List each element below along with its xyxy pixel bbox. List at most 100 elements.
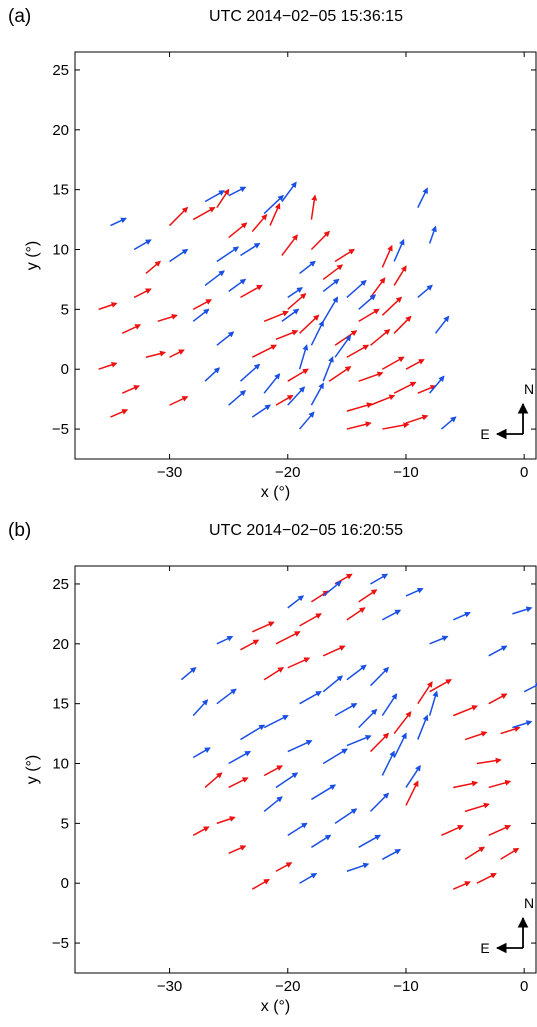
vector-arrow-blue bbox=[488, 645, 508, 657]
vector-arrow-blue bbox=[216, 331, 235, 346]
vector-arrow-blue bbox=[228, 389, 247, 406]
vector-arrow-blue bbox=[204, 270, 225, 287]
vector-arrow-blue bbox=[429, 635, 449, 645]
compass-east-label: E bbox=[480, 940, 489, 956]
vector-arrow-blue bbox=[346, 862, 370, 872]
vector-arrow-blue bbox=[381, 849, 402, 860]
vector-arrow-red bbox=[358, 371, 384, 382]
vector-arrow-blue bbox=[417, 714, 429, 740]
vector-arrow-red bbox=[310, 230, 330, 251]
vector-plot: −30 −20 −10 0 −5 0 5 10 15 20 25 x (°) y (°) N E bbox=[24, 51, 537, 501]
vector-arrow-red bbox=[488, 779, 512, 789]
y-tick-label: 25 bbox=[52, 62, 69, 79]
vector-plot: −30 −20 −10 0 −5 0 5 10 15 20 25 x (°) y (°) N E bbox=[24, 565, 537, 1015]
vector-arrow-red bbox=[488, 693, 508, 705]
vector-arrow-red bbox=[500, 726, 521, 735]
vector-arrow-red bbox=[98, 361, 118, 370]
vector-arrow-blue bbox=[110, 217, 127, 227]
vector-arrow-red bbox=[251, 213, 268, 233]
vector-arrow-blue bbox=[322, 356, 334, 382]
vector-arrow-red bbox=[322, 645, 346, 657]
x-tick-label: −20 bbox=[275, 464, 300, 481]
vector-arrow-blue bbox=[322, 580, 342, 597]
vector-arrow-red bbox=[228, 845, 247, 854]
x-tick-label: −30 bbox=[157, 464, 182, 481]
y-axis-label: y (°) bbox=[24, 241, 41, 271]
vector-arrow-red bbox=[452, 881, 471, 890]
vector-arrow-red bbox=[405, 414, 429, 424]
vector-arrow-blue bbox=[405, 587, 424, 597]
vector-arrow-blue bbox=[299, 260, 316, 275]
vector-arrow-red bbox=[133, 288, 152, 299]
vector-arrow-red bbox=[476, 757, 502, 765]
compass-north-label: N bbox=[524, 895, 534, 911]
vector-arrow-blue bbox=[381, 609, 402, 621]
y-tick-label: 0 bbox=[61, 361, 69, 378]
compass-north-label: N bbox=[524, 381, 534, 397]
vector-arrow-blue bbox=[310, 382, 324, 406]
vector-arrow-red bbox=[417, 385, 437, 394]
vector-arrow-blue bbox=[523, 682, 537, 693]
vector-arrow-blue bbox=[417, 187, 428, 208]
vector-arrow-blue bbox=[369, 792, 390, 812]
vector-arrow-red bbox=[381, 244, 393, 268]
vector-arrow-red bbox=[334, 248, 355, 263]
vector-arrow-red bbox=[98, 302, 118, 311]
vector-arrow-red bbox=[299, 314, 320, 334]
vector-arrow-blue bbox=[287, 595, 305, 609]
y-tick-label: 10 bbox=[52, 242, 69, 259]
vector-arrow-blue bbox=[358, 294, 377, 310]
vector-arrow-red bbox=[369, 277, 386, 298]
vector-arrow-blue bbox=[298, 344, 309, 370]
vector-arrow-blue bbox=[322, 278, 340, 293]
vector-arrow-red bbox=[192, 826, 210, 836]
y-tick-label: 10 bbox=[52, 756, 69, 773]
vector-arrow-blue bbox=[393, 238, 405, 262]
vector-arrow-red bbox=[110, 409, 129, 418]
vector-arrow-blue bbox=[322, 675, 344, 693]
vector-arrow-blue bbox=[358, 708, 378, 729]
plot-frame bbox=[74, 51, 537, 460]
vector-arrow-red bbox=[251, 621, 275, 633]
vector-arrow-blue bbox=[169, 248, 189, 263]
vector-arrow-blue bbox=[263, 714, 289, 729]
vector-arrow-red bbox=[346, 402, 373, 412]
vector-arrow-red bbox=[453, 780, 479, 789]
vector-arrow-blue bbox=[216, 246, 240, 263]
y-tick-label: 20 bbox=[52, 122, 69, 139]
vector-arrow-red bbox=[393, 381, 417, 394]
vector-arrow-red bbox=[429, 679, 452, 693]
vector-arrow-blue bbox=[311, 784, 337, 801]
x-tick-label: 0 bbox=[520, 464, 528, 481]
vector-arrow-blue bbox=[287, 287, 303, 299]
vector-arrow-red bbox=[370, 394, 396, 406]
vector-arrow-blue bbox=[251, 404, 272, 418]
vector-arrow-red bbox=[393, 265, 407, 286]
vector-arrow-red bbox=[346, 421, 372, 430]
y-tick-label: 0 bbox=[61, 875, 69, 892]
vector-arrow-blue bbox=[180, 666, 197, 681]
vector-arrow-red bbox=[228, 222, 248, 239]
vector-arrow-blue bbox=[334, 703, 358, 717]
vector-arrow-red bbox=[381, 296, 403, 316]
vector-arrow-blue bbox=[346, 664, 367, 681]
vector-arrow-red bbox=[464, 846, 486, 860]
panel-b: (b) UTC 2014−02−05 16:20:55 −30 −20 −10 0 −5… bbox=[0, 514, 537, 1027]
vector-arrow-red bbox=[452, 705, 479, 717]
vector-arrow-red bbox=[216, 188, 230, 209]
vector-arrow-red bbox=[169, 396, 189, 406]
vector-arrow-blue bbox=[322, 296, 339, 322]
vector-arrow-red bbox=[476, 872, 497, 884]
vector-arrow-blue bbox=[239, 363, 261, 382]
vector-arrow-red bbox=[405, 358, 425, 370]
vector-arrow-blue bbox=[393, 732, 407, 758]
vector-arrow-blue bbox=[299, 411, 315, 430]
vector-arrow-blue bbox=[405, 764, 421, 788]
vector-arrow-red bbox=[346, 344, 370, 358]
vector-arrow-red bbox=[405, 780, 419, 806]
vector-arrow-blue bbox=[299, 691, 322, 705]
vector-arrow-blue bbox=[322, 748, 348, 765]
vector-arrow-blue bbox=[228, 278, 247, 293]
vector-arrow-blue bbox=[440, 416, 457, 430]
vector-arrow-red bbox=[145, 350, 166, 358]
